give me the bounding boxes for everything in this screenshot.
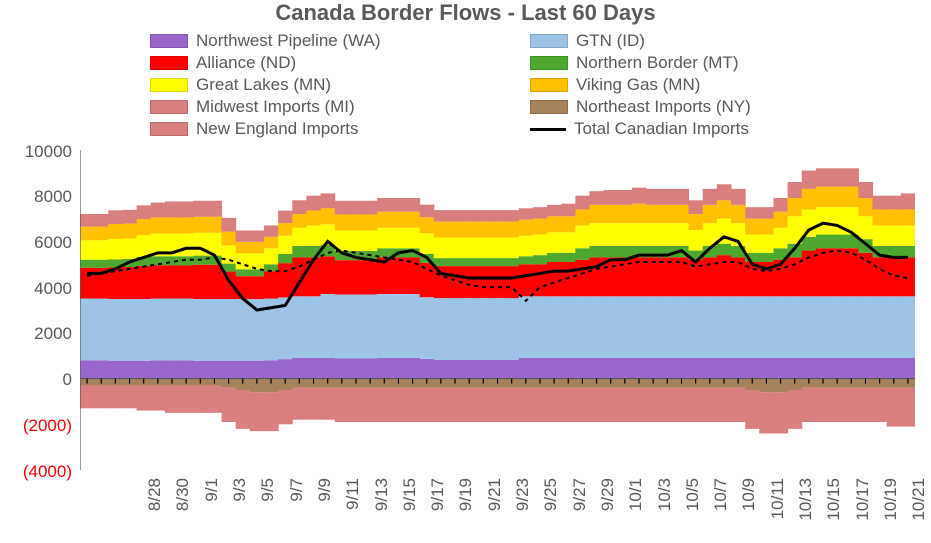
legend-label: Great Lakes (MN) [196, 75, 331, 95]
x-tick-label: 9/29 [598, 478, 618, 538]
x-tick-label: 9/21 [485, 478, 505, 538]
x-tick-label: 9/25 [541, 478, 561, 538]
legend-label: Viking Gas (MN) [576, 75, 700, 95]
x-tick-label: 10/1 [626, 478, 646, 538]
legend-item: Total Canadian Imports [530, 118, 910, 140]
legend: Northwest Pipeline (WA) GTN (ID) Alliance … [150, 30, 910, 140]
x-tick-label: 9/15 [400, 478, 420, 538]
legend-item: Northeast Imports (NY) [530, 96, 910, 118]
y-tick-label: 10000 [25, 142, 72, 162]
x-tick-label: 9/9 [315, 478, 335, 538]
legend-item: Alliance (ND) [150, 52, 530, 74]
x-tick-label: 10/5 [683, 478, 703, 538]
x-tick-label: 9/5 [258, 478, 278, 538]
legend-item: Viking Gas (MN) [530, 74, 910, 96]
legend-item: Northern Border (MT) [530, 52, 910, 74]
x-tick-label: 10/9 [739, 478, 759, 538]
x-tick-label: 10/19 [881, 478, 901, 538]
legend-label: Northern Border (MT) [576, 53, 738, 73]
legend-label: Northwest Pipeline (WA) [196, 31, 381, 51]
chart-title: Canada Border Flows - Last 60 Days [0, 0, 931, 26]
legend-item: Great Lakes (MN) [150, 74, 530, 96]
legend-item: Midwest Imports (MI) [150, 96, 530, 118]
y-tick-label: 8000 [34, 187, 72, 207]
legend-label: Alliance (ND) [196, 53, 296, 73]
x-tick-label: 9/11 [343, 478, 363, 538]
x-tick-label: 10/11 [768, 478, 788, 538]
x-tick-label: 9/17 [428, 478, 448, 538]
y-tick-label: 4000 [34, 279, 72, 299]
plot-area [80, 150, 915, 470]
x-tick-label: 10/17 [853, 478, 873, 538]
x-tick-label: 10/3 [655, 478, 675, 538]
legend-label: Northeast Imports (NY) [576, 97, 751, 117]
legend-label: Total Canadian Imports [574, 119, 749, 139]
x-tick-label: 9/13 [372, 478, 392, 538]
x-tick-label: 9/3 [230, 478, 250, 538]
legend-item: Northwest Pipeline (WA) [150, 30, 530, 52]
y-tick-label: 6000 [34, 233, 72, 253]
legend-item: GTN (ID) [530, 30, 910, 52]
legend-label: Midwest Imports (MI) [196, 97, 355, 117]
x-tick-label: 8/28 [145, 478, 165, 538]
legend-label: GTN (ID) [576, 31, 645, 51]
x-tick-label: 8/30 [173, 478, 193, 538]
legend-label: New England Imports [196, 119, 359, 139]
x-tick-label: 9/7 [287, 478, 307, 538]
legend-item: New England Imports [150, 118, 530, 140]
y-tick-label: (4000) [23, 462, 72, 482]
x-tick-label: 10/13 [796, 478, 816, 538]
x-tick-label: 9/23 [513, 478, 533, 538]
y-tick-label: (2000) [23, 416, 72, 436]
x-tick-label: 9/1 [202, 478, 222, 538]
x-tick-label: 10/7 [711, 478, 731, 538]
x-tick-label: 10/15 [824, 478, 844, 538]
x-tick-label: 10/21 [909, 478, 929, 538]
y-tick-label: 0 [63, 370, 72, 390]
x-tick-label: 9/27 [570, 478, 590, 538]
y-tick-label: 2000 [34, 324, 72, 344]
x-tick-label: 9/19 [456, 478, 476, 538]
